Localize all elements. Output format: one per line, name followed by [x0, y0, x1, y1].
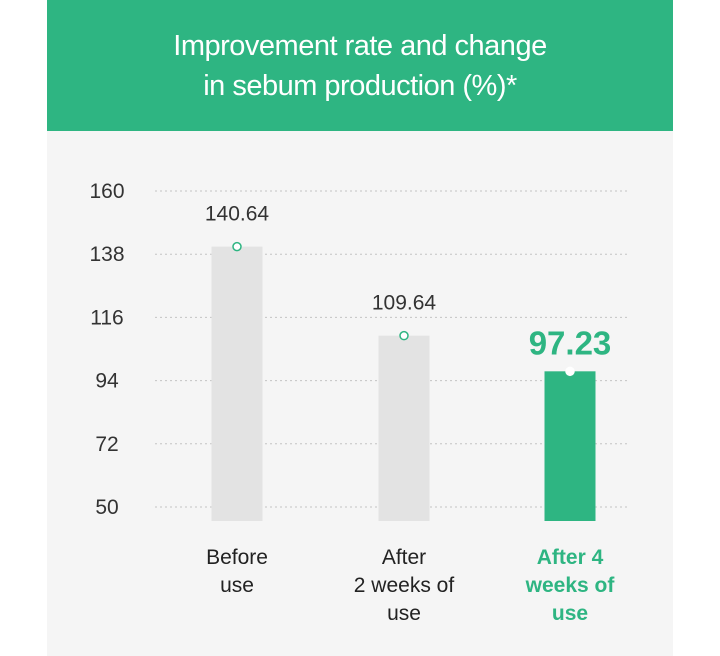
y-tick-label: 94 [95, 370, 119, 393]
bar-value-label: 140.64 [205, 203, 270, 226]
bar [544, 371, 596, 521]
bar-value-label: 109.64 [372, 292, 437, 315]
x-category-label-line: use [220, 574, 254, 597]
x-category-label-line: After [382, 546, 426, 569]
x-category-label-line: use [552, 602, 588, 625]
x-category-label: After 2 weeks of use [354, 546, 455, 625]
y-tick-label: 160 [89, 180, 124, 203]
x-category-label-line: weeks of [525, 574, 616, 597]
y-tick-label: 50 [95, 496, 118, 519]
bar [211, 246, 263, 521]
bar-value-dot [399, 330, 409, 341]
bar [378, 335, 430, 521]
x-category-label: Before use [206, 546, 268, 597]
x-category-label-line: Before [206, 546, 268, 569]
bar-chart: 160 138 116 94 72 50 140.64 Before use 109.64 Afte… [89, 180, 627, 625]
chart-header: Improvement rate and change in sebum pro… [47, 0, 673, 131]
x-category-label-line: After 4 [537, 546, 604, 569]
x-category-label-line: 2 weeks of [354, 574, 455, 597]
chart-title-line-2: in sebum production (%)* [203, 69, 517, 102]
y-tick-label: 116 [90, 306, 123, 329]
y-tick-label: 138 [89, 243, 124, 266]
chart-card: Improvement rate and change in sebum pro… [47, 0, 673, 656]
bar-value-dot [232, 241, 242, 252]
bar-value-label: 97.23 [529, 324, 612, 361]
x-category-label: After 4 weeks of use [525, 546, 616, 625]
bar-value-dot [565, 366, 575, 377]
y-tick-label: 72 [95, 433, 118, 456]
x-category-label-line: use [387, 602, 421, 625]
chart-title-line-1: Improvement rate and change [173, 29, 547, 62]
